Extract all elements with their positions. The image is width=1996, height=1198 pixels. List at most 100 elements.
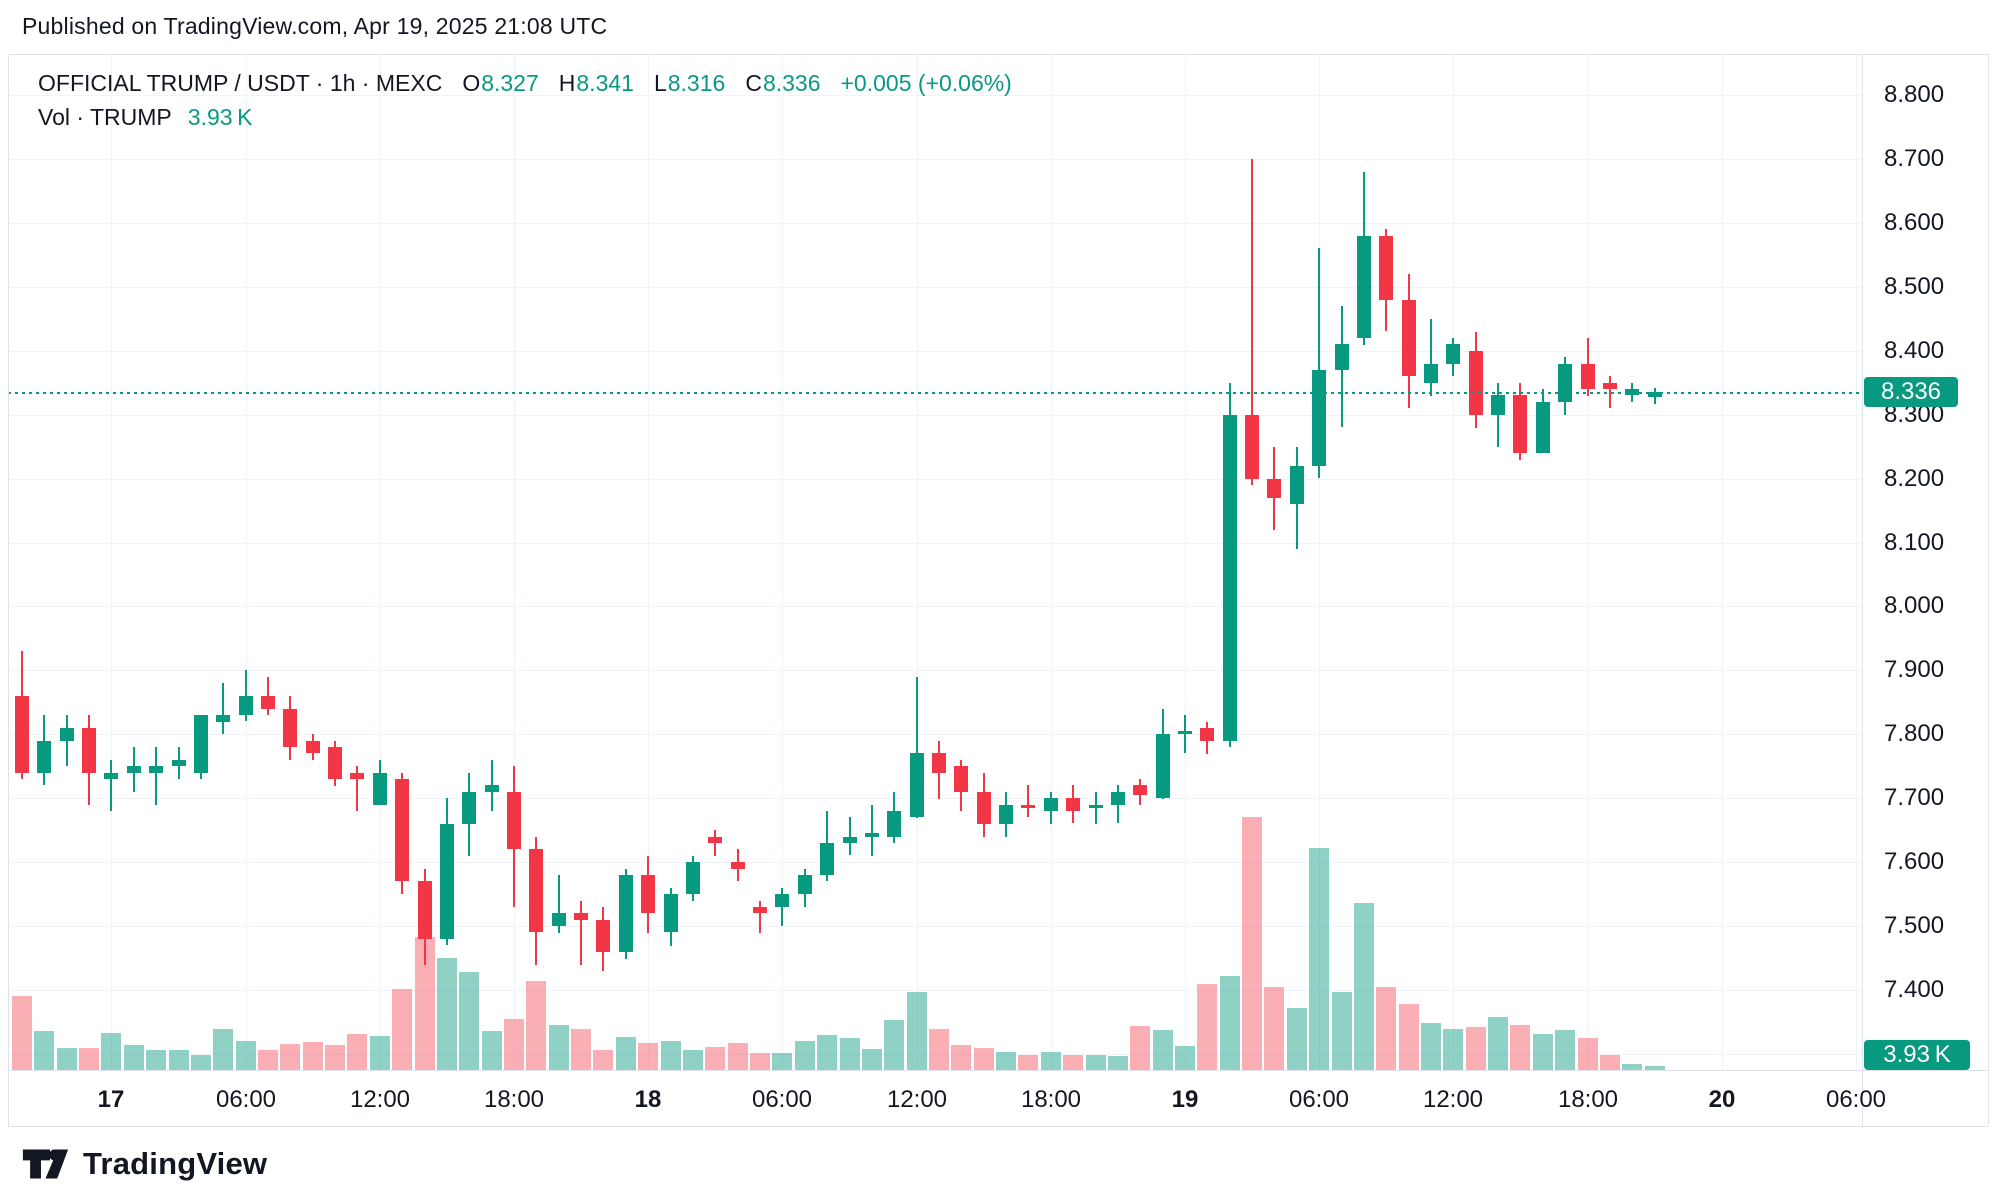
price-axis-label[interactable]: 8.800 (1884, 81, 1945, 108)
volume-bar[interactable] (1399, 1004, 1419, 1070)
candle-up[interactable] (865, 833, 879, 837)
volume-bar[interactable] (571, 1029, 591, 1070)
candle-down[interactable] (15, 696, 29, 773)
volume-bar[interactable] (593, 1049, 613, 1070)
volume-bar[interactable] (1622, 1063, 1642, 1070)
volume-bar[interactable] (661, 1040, 681, 1070)
candle-up[interactable] (843, 837, 857, 843)
candle-up[interactable] (216, 715, 230, 722)
volume-bar[interactable] (1443, 1029, 1463, 1070)
candle-up[interactable] (440, 824, 454, 939)
candle-up[interactable] (1111, 792, 1125, 805)
time-axis-label[interactable]: 19 (1171, 1086, 1199, 1113)
volume-bar[interactable] (504, 1019, 524, 1070)
candle-up[interactable] (172, 760, 186, 766)
volume-bar[interactable] (549, 1024, 569, 1070)
price-axis-label[interactable]: 8.400 (1884, 337, 1945, 364)
volume-bar[interactable] (1287, 1008, 1307, 1070)
volume-bar[interactable] (1041, 1051, 1061, 1070)
price-axis-label[interactable]: 7.600 (1884, 848, 1945, 875)
candle-up[interactable] (552, 913, 566, 926)
candle-down[interactable] (731, 862, 745, 869)
volume-bar[interactable] (280, 1043, 300, 1070)
volume-bar[interactable] (862, 1049, 882, 1070)
volume-bar[interactable] (526, 980, 546, 1070)
volume-bar[interactable] (974, 1048, 994, 1070)
candle-down[interactable] (1133, 785, 1147, 795)
volume-bar[interactable] (1197, 984, 1217, 1070)
candle-down[interactable] (1066, 798, 1080, 811)
volume-bar[interactable] (325, 1044, 345, 1070)
candle-up[interactable] (1648, 392, 1662, 397)
candle-down[interactable] (1379, 236, 1393, 300)
price-axis-label[interactable]: 8.600 (1884, 209, 1945, 236)
time-axis-label[interactable]: 12:00 (1422, 1086, 1484, 1113)
volume-bar[interactable] (1220, 976, 1240, 1070)
candle-down[interactable] (306, 741, 320, 753)
volume-bar[interactable] (1488, 1017, 1508, 1070)
volume-bar[interactable] (482, 1030, 502, 1070)
candle-down[interactable] (395, 779, 409, 881)
candle-up[interactable] (194, 715, 208, 773)
price-axis-label[interactable]: 8.000 (1884, 592, 1945, 619)
volume-bar[interactable] (638, 1042, 658, 1070)
volume-bar[interactable] (705, 1047, 725, 1070)
volume-bar[interactable] (1376, 987, 1396, 1070)
price-axis-label[interactable]: 7.900 (1884, 656, 1945, 683)
candle-down[interactable] (350, 773, 364, 779)
candle-up[interactable] (1558, 364, 1572, 402)
candle-up[interactable] (1357, 236, 1371, 338)
candle-down[interactable] (507, 792, 521, 849)
volume-bar[interactable] (370, 1036, 390, 1070)
candle-down[interactable] (82, 728, 96, 773)
candle-down[interactable] (641, 875, 655, 913)
volume-bar[interactable] (1018, 1054, 1038, 1070)
volume-bar[interactable] (772, 1052, 792, 1070)
volume-bar[interactable] (437, 958, 457, 1070)
volume-bar[interactable] (459, 971, 479, 1070)
price-axis-label[interactable]: 7.500 (1884, 912, 1945, 939)
volume-bar[interactable] (929, 1029, 949, 1070)
candle-down[interactable] (977, 792, 991, 824)
volume-bar[interactable] (124, 1044, 144, 1070)
volume-bar[interactable] (347, 1033, 367, 1070)
volume-bar[interactable] (907, 991, 927, 1070)
candle-down[interactable] (753, 907, 767, 913)
candle-up[interactable] (1312, 370, 1326, 466)
volume-bar[interactable] (79, 1048, 99, 1070)
price-axis-label[interactable]: 7.400 (1884, 976, 1945, 1003)
candle-down[interactable] (596, 920, 610, 952)
volume-bar[interactable] (1063, 1054, 1083, 1070)
candle-up[interactable] (1290, 466, 1304, 504)
candle-down[interactable] (1021, 805, 1035, 808)
candle-down[interactable] (954, 766, 968, 792)
volume-bar[interactable] (683, 1049, 703, 1070)
volume-bar[interactable] (884, 1019, 904, 1070)
volume-legend[interactable]: Vol · TRUMP 3.93 K (38, 104, 253, 131)
volume-bar[interactable] (236, 1040, 256, 1070)
candle-down[interactable] (1267, 479, 1281, 498)
price-axis-label[interactable]: 8.100 (1884, 529, 1945, 556)
time-axis-label[interactable]: 18:00 (483, 1086, 545, 1113)
volume-bar[interactable] (146, 1049, 166, 1070)
volume-bar[interactable] (169, 1049, 189, 1070)
candle-down[interactable] (708, 837, 722, 843)
price-axis-label[interactable]: 8.700 (1884, 145, 1945, 172)
volume-bar[interactable] (1309, 847, 1329, 1070)
candle-up[interactable] (1424, 364, 1438, 383)
candle-down[interactable] (1469, 351, 1483, 415)
volume-bar[interactable] (1645, 1066, 1665, 1070)
candle-up[interactable] (127, 766, 141, 773)
candle-down[interactable] (1200, 728, 1214, 741)
volume-bar[interactable] (191, 1054, 211, 1070)
candle-down[interactable] (529, 849, 543, 932)
volume-bar[interactable] (1175, 1046, 1195, 1070)
candle-up[interactable] (485, 785, 499, 792)
candle-down[interactable] (1245, 415, 1259, 479)
volume-bar[interactable] (392, 989, 412, 1070)
candle-up[interactable] (1156, 734, 1170, 798)
tradingview-logo[interactable]: TradingView (22, 1146, 267, 1182)
volume-bar[interactable] (213, 1029, 233, 1070)
volume-bar[interactable] (1600, 1054, 1620, 1070)
candle-up[interactable] (1089, 805, 1103, 808)
